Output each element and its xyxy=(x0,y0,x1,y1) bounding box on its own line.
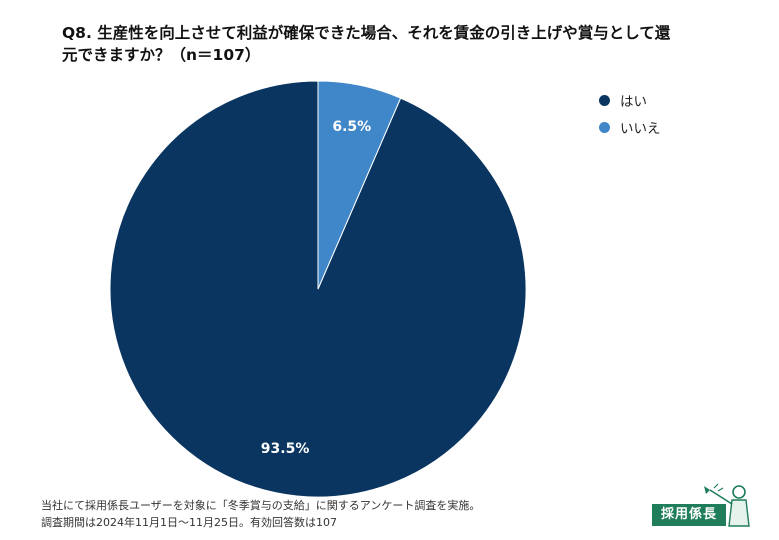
pie-slice-yes xyxy=(109,80,527,498)
legend-item-no: いいえ xyxy=(597,116,661,138)
legend-label-no: いいえ xyxy=(620,121,661,137)
pie-slice-labels: 93.5% 6.5% xyxy=(261,119,371,457)
mascot-icon xyxy=(704,483,750,527)
footnote-line2: 調査期間は2024年11月1日〜11月25日。有効回答数は107 xyxy=(41,516,337,529)
chart-title-line1: Q8. 生産性を向上させて利益が確保できた場合、それを賃金の引き上げや賞与として… xyxy=(62,24,671,42)
pie-label-no: 6.5% xyxy=(332,119,371,135)
footnote-line1: 当社にて採用係長ユーザーを対象に「冬季賞与の支給」に関するアンケート調査を実施。 xyxy=(41,499,481,512)
chart-title: Q8. 生産性を向上させて利益が確保できた場合、それを賃金の引き上げや賞与として… xyxy=(62,22,722,66)
logo-wordmark: 採用係長 xyxy=(652,504,726,526)
chart-legend: はい いいえ xyxy=(597,89,661,143)
pie-label-yes: 93.5% xyxy=(261,441,310,457)
legend-item-yes: はい xyxy=(597,89,661,111)
pie-slices xyxy=(109,80,527,498)
legend-label-yes: はい xyxy=(620,94,647,110)
pie-slice-no xyxy=(317,80,402,290)
legend-marker-yes xyxy=(599,94,610,106)
legend-marker-no xyxy=(599,121,610,133)
survey-footnote: 当社にて採用係長ユーザーを対象に「冬季賞与の支給」に関するアンケート調査を実施。… xyxy=(41,497,480,531)
chart-title-line2: 元できますか？（n＝107） xyxy=(62,46,261,64)
company-logo: 採用係長 xyxy=(652,482,752,528)
